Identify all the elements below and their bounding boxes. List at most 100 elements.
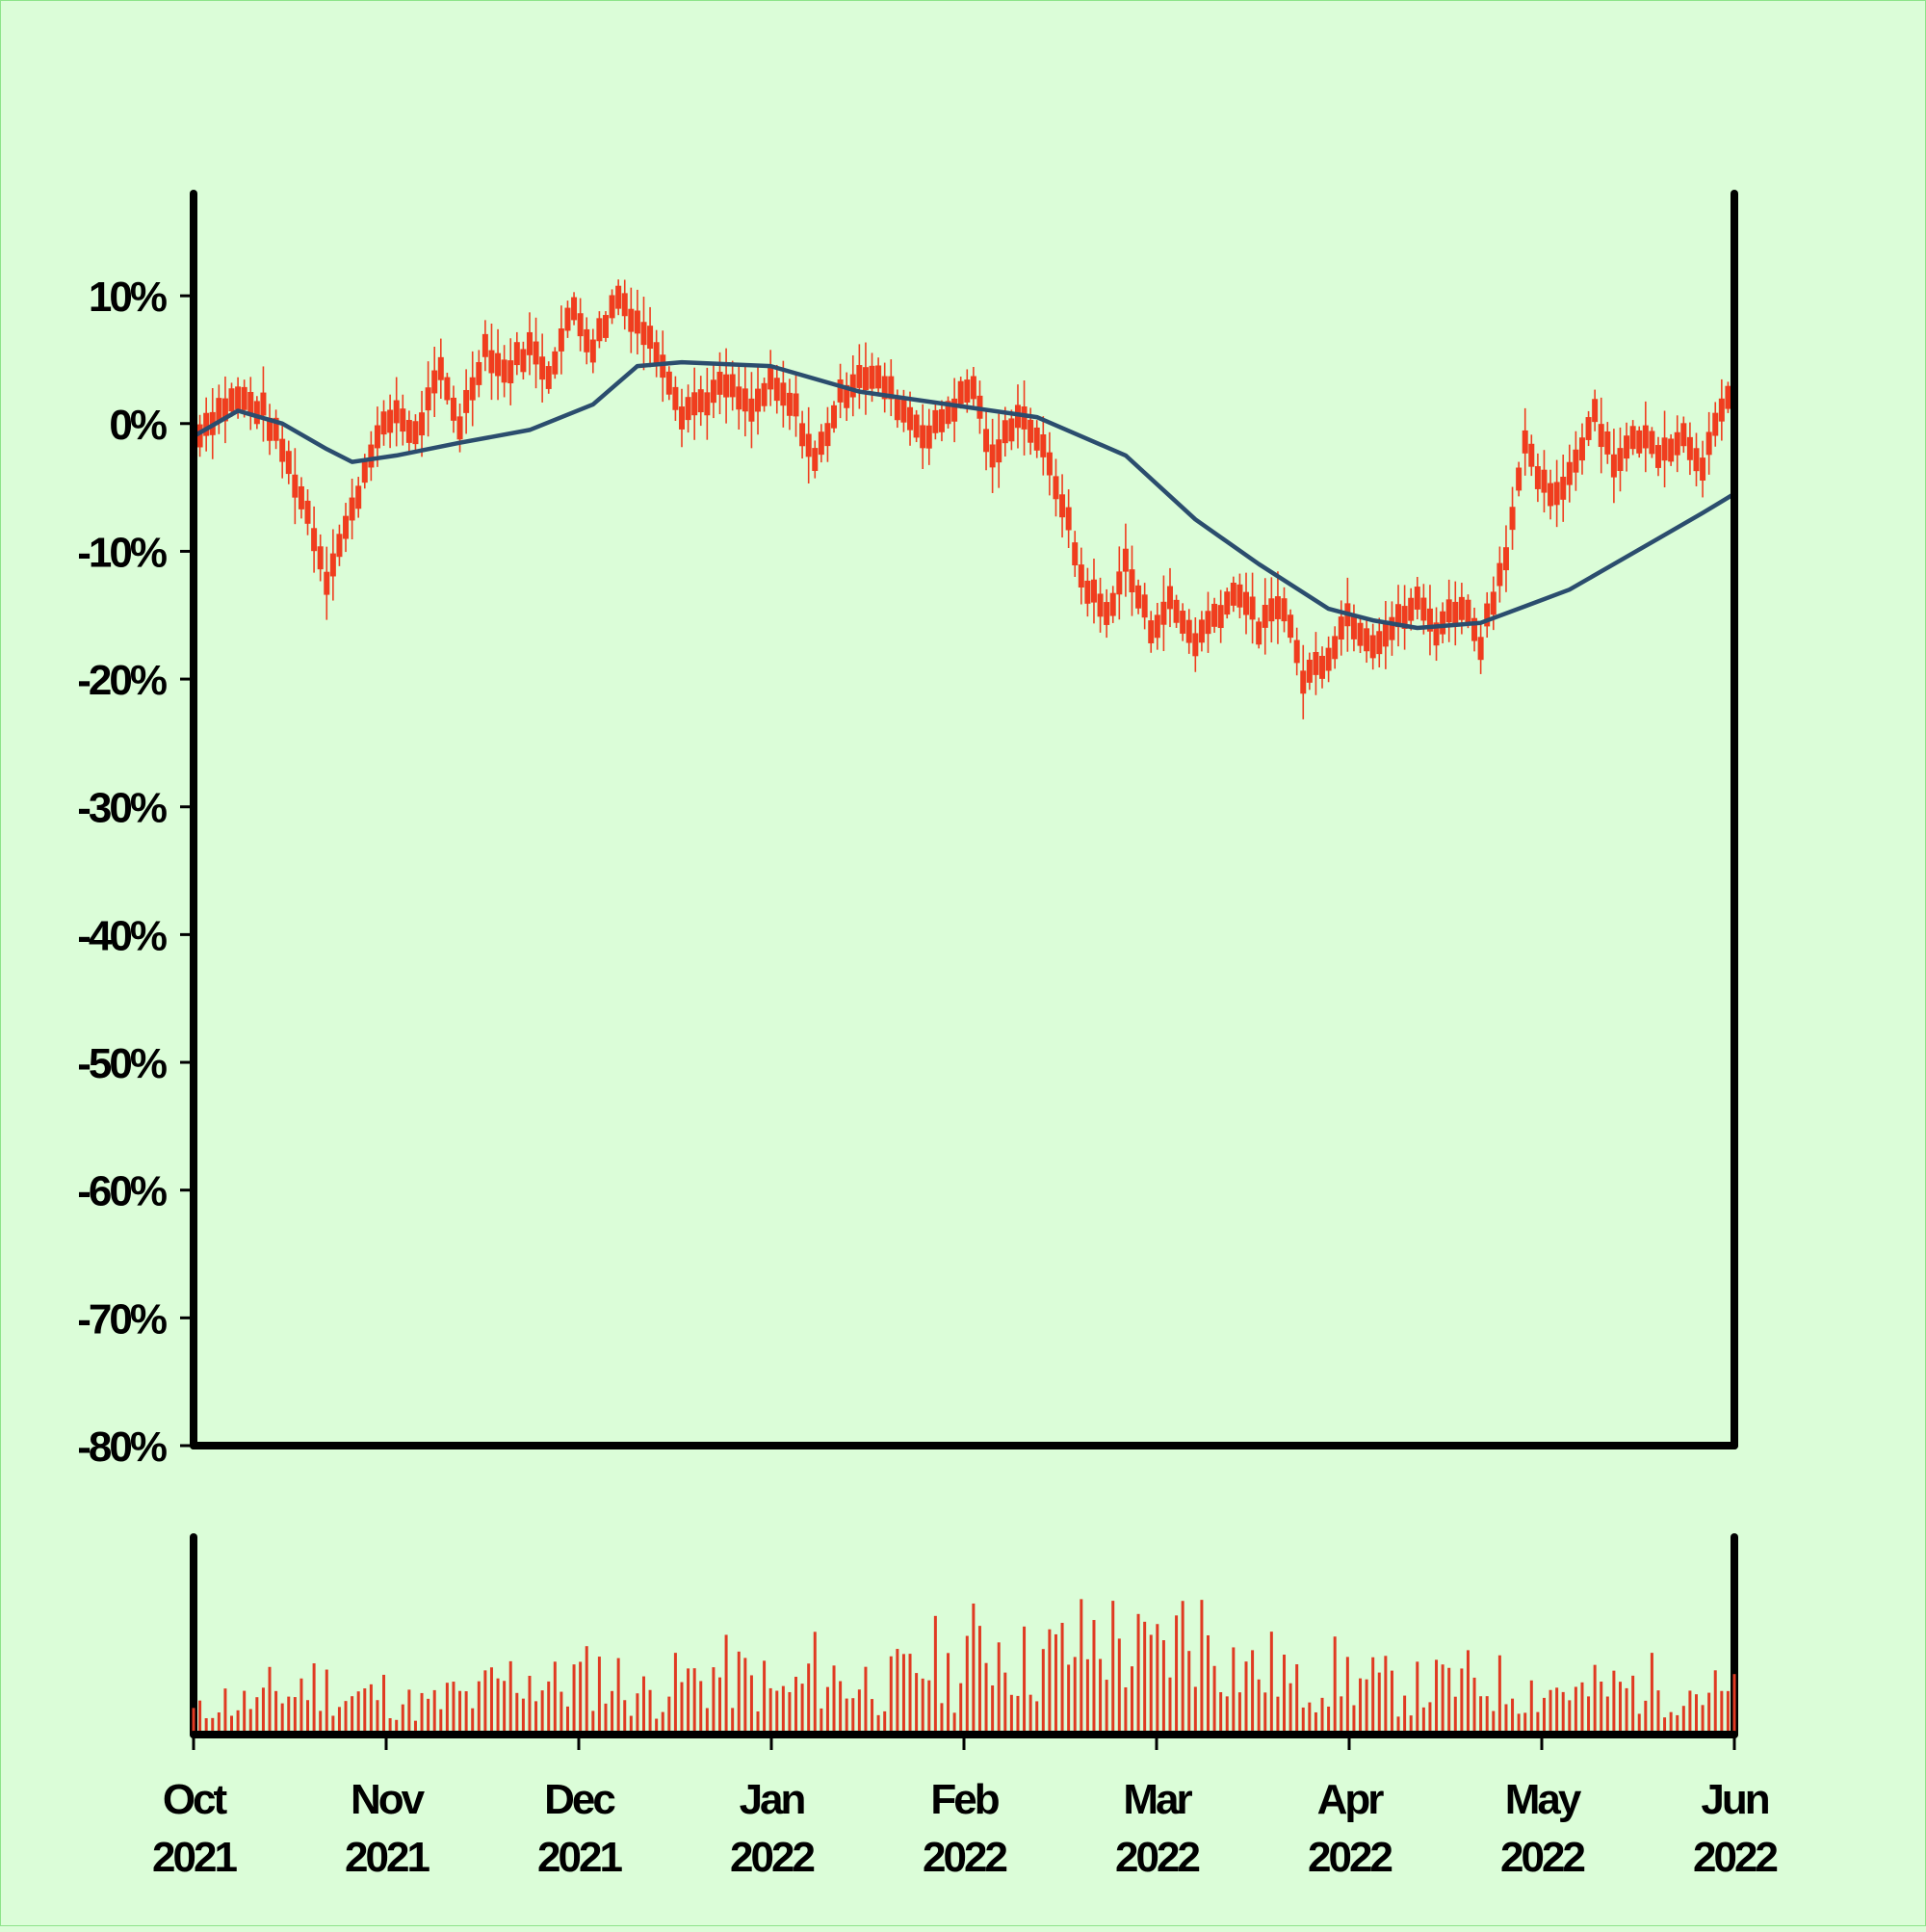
price-bar [1002,420,1008,444]
price-bar [1465,599,1471,623]
volume-bar [363,1688,367,1735]
volume-bar [845,1698,848,1735]
price-bar [241,386,247,410]
volume-bar [1663,1717,1667,1735]
volume-bar [1023,1626,1027,1735]
volume-bar [1130,1666,1133,1735]
price-bar [862,367,869,391]
price-bar [805,433,812,457]
price-bar [355,485,362,509]
y-tick-label: -40% [77,912,167,959]
price-bar [412,421,419,445]
volume-bar [1561,1691,1565,1735]
price-bar [437,356,444,380]
volume-bar [1447,1667,1451,1735]
volume-bar [344,1701,348,1735]
volume-bar [1631,1675,1635,1735]
volume-bar [699,1681,703,1735]
price-bar [235,386,242,410]
price-bar [716,371,723,395]
volume-bar [1574,1686,1577,1735]
price-bar [1141,594,1148,618]
price-bar [1624,435,1630,459]
price-bar [1256,621,1262,645]
volume-bar [876,1714,880,1735]
volume-bar [1371,1657,1375,1735]
price-bar [1350,615,1357,640]
volume-bar [1269,1632,1273,1735]
price-bar [1313,651,1319,675]
volume-bar [1593,1664,1597,1735]
volume-bar [382,1674,386,1735]
volume-bar [839,1681,843,1735]
price-bar [1364,628,1370,652]
volume-bar [775,1690,779,1735]
price-bar [336,534,343,558]
price-bar [704,392,711,416]
price-bar [584,328,590,352]
price-bar [1610,454,1617,478]
volume-bar [623,1700,627,1735]
volume-bar [731,1708,735,1735]
price-bar [1585,417,1592,440]
price-bar [349,497,355,521]
price-bar [1725,385,1731,409]
price-bar [1700,457,1706,482]
volume-bar [813,1632,817,1735]
price-bar [1718,398,1725,422]
price-bar [894,397,900,421]
volume-bar [1314,1711,1317,1735]
volume-bar [319,1710,323,1735]
volume-bar [977,1626,981,1735]
price-bar [488,350,495,374]
price-bar [495,352,502,377]
volume-bar [636,1693,639,1735]
volume-bar [427,1698,430,1735]
price-bar [1293,640,1300,664]
volume-bar [1497,1655,1501,1735]
price-bar [539,356,546,380]
price-bar [1072,542,1079,566]
volume-bar [1161,1640,1165,1735]
volume-bar [921,1678,924,1735]
price-bar [1376,631,1383,655]
price-bar [311,528,318,552]
volume-bar [788,1691,792,1735]
volume-bar [1656,1690,1660,1735]
x-tick-year-label: 2022 [1115,1834,1199,1881]
volume-bar [1568,1700,1572,1735]
price-bar [647,326,654,350]
price-bar [267,417,273,441]
volume-bar [972,1603,976,1735]
volume-bar [464,1691,468,1735]
volume-bar [743,1658,747,1735]
price-bar [1192,633,1199,657]
volume-bar [1117,1638,1121,1735]
price-bar [463,389,470,413]
x-tick-year-label: 2022 [923,1834,1006,1881]
price-bar [1166,586,1173,610]
price-bar [1484,603,1491,627]
price-bar [736,386,742,410]
price-bar [1414,587,1420,610]
price-bar [1604,431,1611,455]
price-bar [1686,436,1693,460]
price-bar [1477,637,1484,661]
volume-bar [965,1635,969,1735]
price-bar [247,391,254,415]
volume-bar [1181,1601,1184,1735]
price-bar [260,392,267,416]
y-tick-label: 10% [89,274,167,321]
price-bar [1306,659,1313,683]
volume-bar [1327,1706,1331,1735]
volume-bar [768,1687,772,1735]
volume-bar [1732,1674,1736,1735]
price-bar [996,439,1002,463]
x-tick-month-label: Mar [1123,1776,1192,1823]
volume-bar [781,1685,785,1735]
x-tick-year-label: 2022 [1693,1834,1777,1881]
price-bar [1497,562,1503,587]
volume-bar [534,1701,538,1735]
volume-bar [325,1669,328,1735]
x-tick-month-label: Nov [351,1776,426,1823]
